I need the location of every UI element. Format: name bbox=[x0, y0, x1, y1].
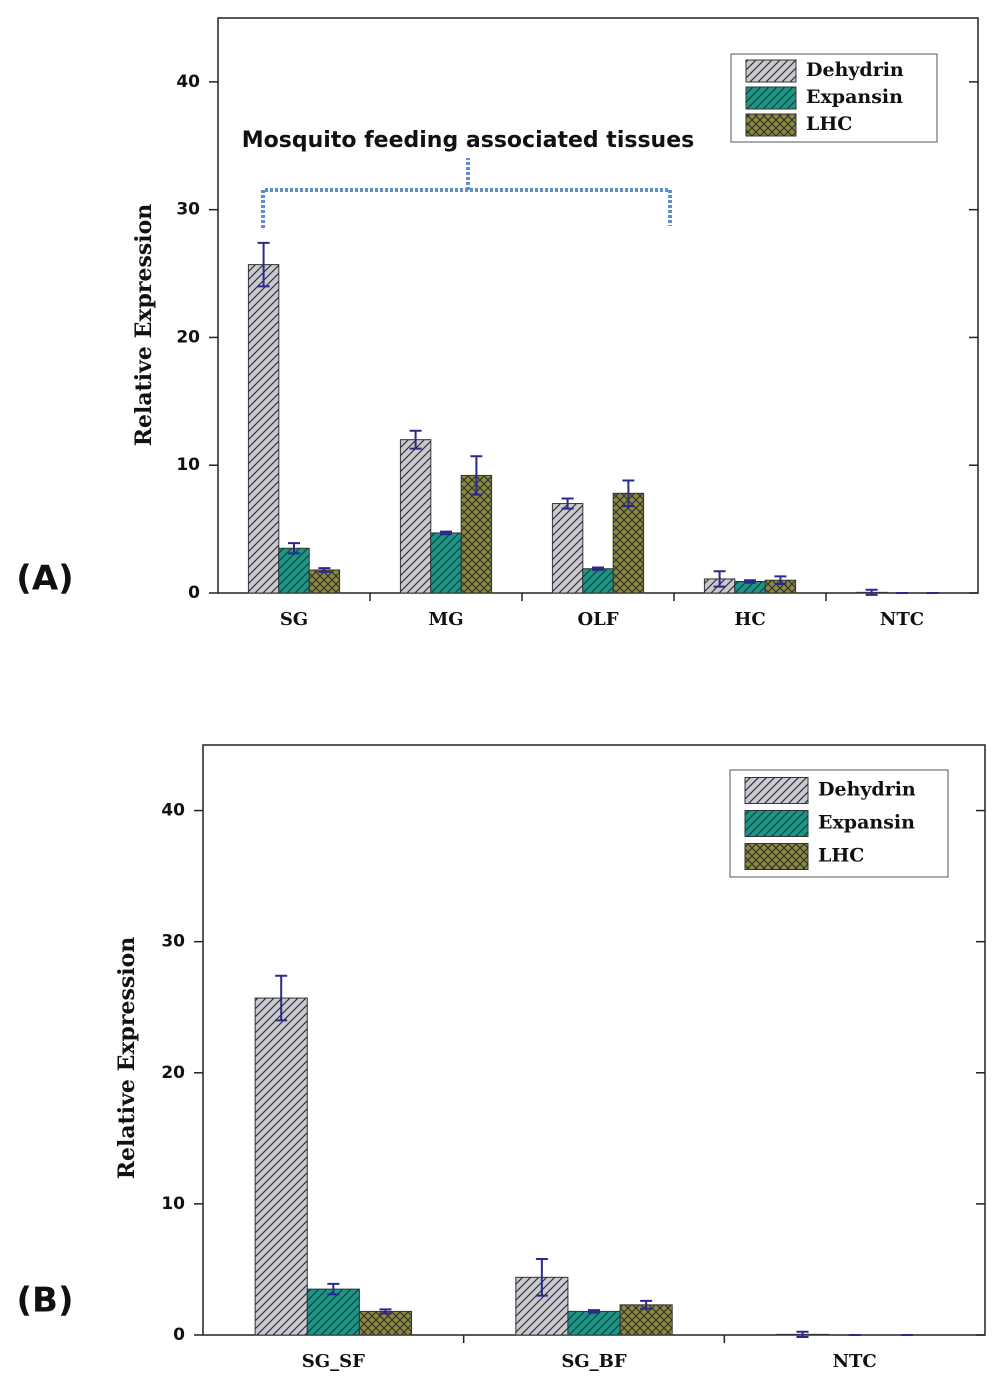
x-tick-label: SG_SF bbox=[302, 1351, 365, 1372]
y-tick-label: 40 bbox=[176, 72, 200, 92]
panel-label: (A) bbox=[16, 559, 73, 599]
x-tick-label: OLF bbox=[577, 609, 618, 630]
legend-label: LHC bbox=[818, 845, 864, 867]
bar bbox=[430, 532, 462, 594]
bar bbox=[308, 569, 341, 594]
annotation: Mosquito feeding associated tissues bbox=[242, 128, 694, 153]
y-tick-label: 0 bbox=[173, 1325, 185, 1345]
error-bar bbox=[713, 570, 726, 588]
legend-swatch bbox=[745, 113, 797, 137]
y-tick-label: 20 bbox=[176, 327, 200, 347]
error-bar bbox=[535, 1257, 548, 1297]
y-axis-label: Relative Expression bbox=[131, 204, 157, 447]
y-tick-label: 10 bbox=[161, 1194, 185, 1214]
error-bar bbox=[379, 1308, 392, 1315]
y-tick-label: 20 bbox=[161, 1063, 185, 1083]
bar bbox=[567, 1310, 621, 1336]
x-tick-label: NTC bbox=[833, 1351, 877, 1372]
error-bar bbox=[588, 1309, 600, 1314]
legend-label: LHC bbox=[806, 113, 852, 135]
error-bar bbox=[327, 1282, 340, 1296]
error-bar bbox=[865, 588, 878, 596]
error-bar bbox=[640, 1299, 653, 1310]
error-bar bbox=[796, 1330, 809, 1338]
x-tick-label: SG_BF bbox=[561, 1351, 627, 1372]
annotation-bracket bbox=[261, 158, 672, 228]
legend-label: Dehydrin bbox=[818, 779, 916, 801]
x-tick-label: MG bbox=[428, 609, 463, 630]
bar bbox=[306, 1288, 360, 1336]
y-tick-label: 30 bbox=[161, 932, 185, 952]
error-bar bbox=[275, 974, 288, 1022]
x-tick-label: SG bbox=[280, 609, 308, 630]
legend-swatch bbox=[745, 86, 797, 110]
error-bar bbox=[288, 542, 300, 555]
bar bbox=[582, 568, 614, 594]
legend-swatch bbox=[745, 59, 797, 83]
x-tick-label: NTC bbox=[880, 609, 924, 630]
bar bbox=[247, 264, 280, 594]
error-bar bbox=[440, 530, 452, 536]
error-bar bbox=[561, 497, 574, 510]
legend-swatch bbox=[744, 810, 809, 837]
bar bbox=[612, 492, 645, 594]
error-bar bbox=[622, 479, 635, 508]
error-bar bbox=[774, 575, 787, 586]
legend-label: Expansin bbox=[818, 812, 915, 834]
legend-label: Expansin bbox=[806, 86, 903, 108]
y-tick-label: 30 bbox=[176, 200, 200, 220]
bar bbox=[551, 503, 584, 594]
legend-label: Dehydrin bbox=[806, 59, 904, 81]
y-tick-label: 40 bbox=[161, 801, 185, 821]
error-bar bbox=[409, 429, 422, 450]
bar bbox=[358, 1310, 413, 1336]
legend-swatch bbox=[744, 843, 809, 870]
legend-swatch bbox=[744, 777, 809, 804]
error-bar bbox=[592, 566, 604, 571]
error-bar bbox=[257, 241, 270, 288]
error-bar bbox=[744, 579, 756, 584]
bar bbox=[278, 547, 310, 594]
y-axis-label: Relative Expression bbox=[114, 937, 140, 1180]
error-bar bbox=[318, 567, 331, 573]
x-tick-label: HC bbox=[734, 609, 765, 630]
panel-label: (B) bbox=[17, 1281, 74, 1321]
y-tick-label: 0 bbox=[188, 583, 200, 603]
bar bbox=[254, 997, 308, 1336]
error-bar bbox=[470, 455, 483, 496]
bar bbox=[399, 439, 432, 594]
y-tick-label: 10 bbox=[176, 455, 200, 475]
